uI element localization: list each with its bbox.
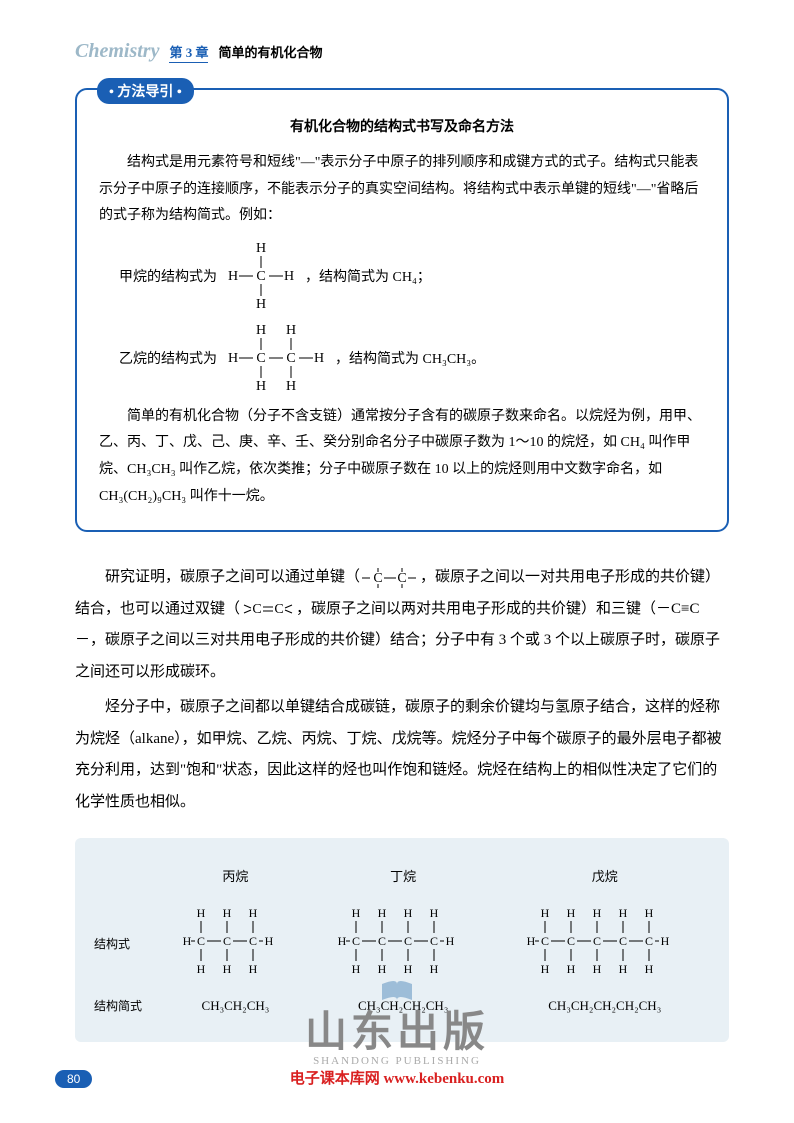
method-paragraph-1: 结构式是用元素符号和短线"—"表示分子中原子的排列顺序和成键方式的式子。结构式只… xyxy=(99,150,705,230)
svg-text:H: H xyxy=(284,269,294,284)
svg-text:C: C xyxy=(541,934,549,948)
svg-text:H: H xyxy=(566,906,575,920)
svg-text:H: H xyxy=(592,962,601,976)
svg-text:H: H xyxy=(286,323,296,338)
svg-text:C: C xyxy=(256,351,265,366)
svg-text:H: H xyxy=(618,962,627,976)
chapter-number: 第 3 章 xyxy=(169,42,208,63)
svg-text:H: H xyxy=(197,962,206,976)
svg-text:H: H xyxy=(265,934,274,948)
chemistry-label: Chemistry xyxy=(75,40,159,63)
svg-text:C: C xyxy=(397,571,406,586)
svg-text:H: H xyxy=(286,379,296,394)
svg-text:H: H xyxy=(644,962,653,976)
page-number: 80 xyxy=(55,1070,92,1088)
svg-text:H: H xyxy=(540,962,549,976)
svg-text:H: H xyxy=(430,962,439,976)
single-bond-icon: CC xyxy=(360,564,420,592)
svg-text:H: H xyxy=(314,351,324,366)
method-badge: • 方法导引 • xyxy=(97,78,194,104)
page-header: Chemistry 第 3 章 简单的有机化合物 xyxy=(75,40,729,63)
svg-text:H: H xyxy=(352,962,361,976)
svg-text:H: H xyxy=(378,962,387,976)
svg-text:H: H xyxy=(256,297,266,312)
method-guide-box: • 方法导引 • 有机化合物的结构式书写及命名方法 结构式是用元素符号和短线"—… xyxy=(75,88,729,532)
methane-label-post: ，结构简式为 CH₄； xyxy=(305,266,431,286)
row-label: 结构式 xyxy=(90,897,160,989)
col-header: 丁烷 xyxy=(311,858,496,897)
svg-text:H: H xyxy=(223,962,232,976)
svg-text:H: H xyxy=(378,906,387,920)
svg-text:H: H xyxy=(223,906,232,920)
methane-label-pre: 甲烷的结构式为 xyxy=(119,266,217,286)
svg-text:C: C xyxy=(567,934,575,948)
col-header: 丙烷 xyxy=(160,858,311,897)
svg-text:C: C xyxy=(593,934,601,948)
svg-text:C: C xyxy=(352,934,360,948)
chapter-title: 简单的有机化合物 xyxy=(218,42,322,61)
svg-text:C: C xyxy=(378,934,386,948)
svg-text:H: H xyxy=(526,934,535,948)
ethane-label-pre: 乙烷的结构式为 xyxy=(119,348,217,368)
svg-text:H: H xyxy=(183,934,192,948)
ethane-structure-row: 乙烷的结构式为 H H H C C H H H ，结构简式为 CH₃CH₃。 xyxy=(119,322,705,394)
watermark: 山东出版 SHANDONG PUBLISHING 电子课本库网 www.kebe… xyxy=(197,976,597,1088)
methane-structure-diagram: H H C H H xyxy=(221,240,301,312)
svg-text:C: C xyxy=(430,934,438,948)
svg-text:C: C xyxy=(197,934,205,948)
body-paragraph-2: 烃分子中，碳原子之间都以单键结合成碳链，碳原子的剩余价键均与氢原子结合，这样的烃… xyxy=(75,692,729,818)
svg-text:H: H xyxy=(540,906,549,920)
svg-text:H: H xyxy=(228,351,238,366)
methane-structure-row: 甲烷的结构式为 H H C H H ，结构简式为 CH₄； xyxy=(119,240,705,312)
svg-text:H: H xyxy=(256,379,266,394)
svg-text:H: H xyxy=(404,906,413,920)
double-bond-icon: CC xyxy=(240,597,296,621)
watermark-link: 电子课本库网 www.kebenku.com xyxy=(197,1067,597,1088)
svg-text:H: H xyxy=(352,906,361,920)
svg-text:C: C xyxy=(274,602,283,617)
svg-text:C: C xyxy=(645,934,653,948)
svg-text:C: C xyxy=(404,934,412,948)
svg-text:H: H xyxy=(256,241,266,256)
svg-text:H: H xyxy=(338,934,347,948)
svg-text:H: H xyxy=(249,962,258,976)
svg-text:C: C xyxy=(249,934,257,948)
svg-text:H: H xyxy=(446,934,455,948)
method-paragraph-2: 简单的有机化合物（分子不含支链）通常按分子含有的碳原子数来命名。以烷烃为例，用甲… xyxy=(99,404,705,510)
ethane-label-post: ，结构简式为 CH₃CH₃。 xyxy=(335,348,485,368)
svg-text:C: C xyxy=(252,602,261,617)
method-title: 有机化合物的结构式书写及命名方法 xyxy=(99,116,705,136)
svg-text:H: H xyxy=(618,906,627,920)
body-paragraph-1: 研究证明，碳原子之间可以通过单键（CC，碳原子之间以一对共用电子形成的共价键）结… xyxy=(75,562,729,688)
table-header-row: 丙烷 丁烷 戊烷 xyxy=(90,858,714,897)
svg-text:H: H xyxy=(228,269,238,284)
svg-text:C: C xyxy=(223,934,231,948)
svg-text:H: H xyxy=(256,323,266,338)
svg-text:H: H xyxy=(197,906,206,920)
svg-text:H: H xyxy=(430,906,439,920)
col-header: 戊烷 xyxy=(496,858,715,897)
svg-text:C: C xyxy=(619,934,627,948)
watermark-logo: 山东出版 xyxy=(197,998,597,1059)
row-label: 结构简式 xyxy=(90,989,160,1022)
svg-text:H: H xyxy=(566,962,575,976)
svg-text:H: H xyxy=(644,906,653,920)
svg-text:H: H xyxy=(592,906,601,920)
svg-text:H: H xyxy=(404,962,413,976)
svg-text:C: C xyxy=(256,269,265,284)
ethane-structure-diagram: H H H C C H H H xyxy=(221,322,331,394)
watermark-sub: SHANDONG PUBLISHING xyxy=(197,1055,597,1067)
svg-text:H: H xyxy=(249,906,258,920)
svg-text:H: H xyxy=(660,934,669,948)
svg-text:C: C xyxy=(286,351,295,366)
svg-text:C: C xyxy=(373,571,382,586)
